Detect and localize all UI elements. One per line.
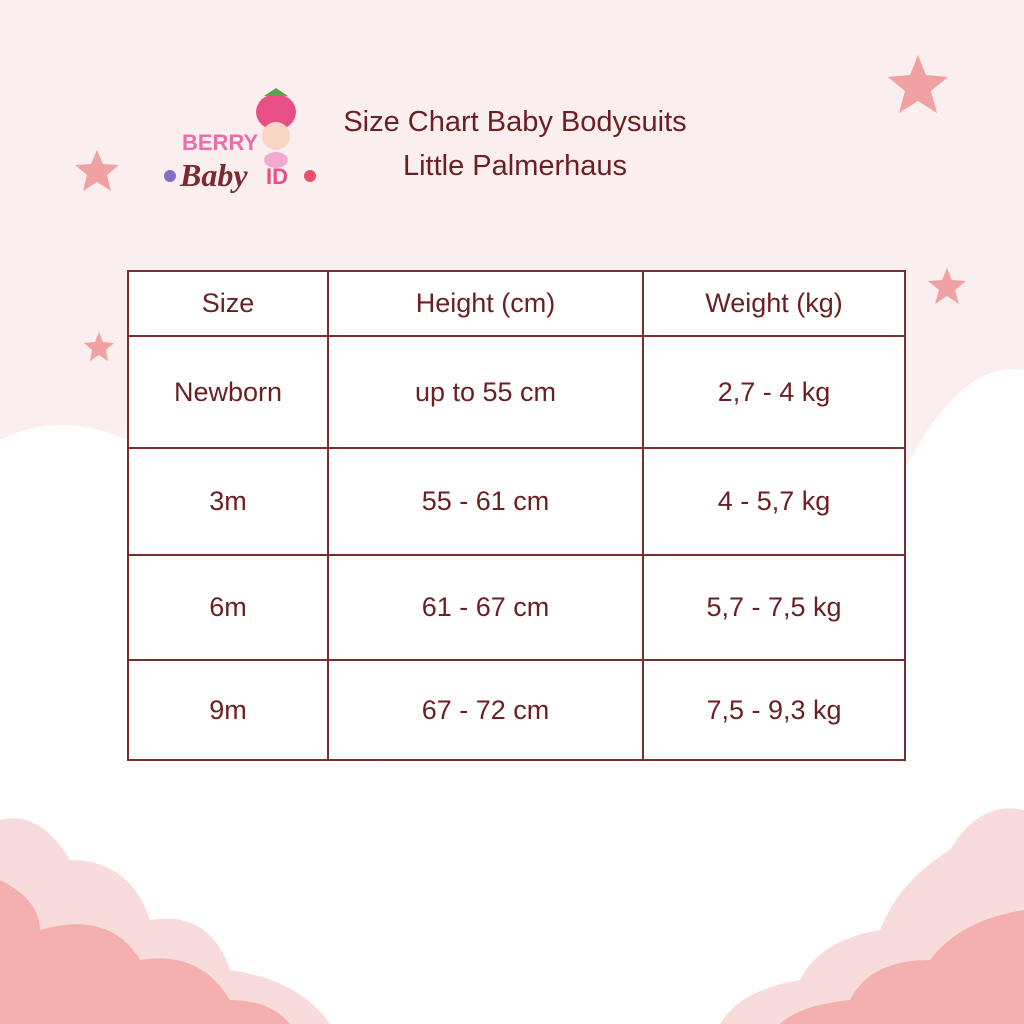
cell-size: 9m [127,659,329,761]
table-header-row: Size Height (cm) Weight (kg) [127,270,906,337]
cell-height: up to 55 cm [327,335,644,449]
cloud [905,369,1024,760]
cell-height: 61 - 67 cm [327,554,644,661]
table-row: 6m 61 - 67 cm 5,7 - 7,5 kg [127,554,906,661]
size-chart-table: Size Height (cm) Weight (kg) Newborn up … [127,270,906,761]
header-height: Height (cm) [327,270,644,337]
cell-weight: 4 - 5,7 kg [642,447,906,556]
title-line-1: Size Chart Baby Bodysuits [343,106,687,138]
cloud [780,910,1024,1024]
star-icon [75,55,966,361]
page-title: Size Chart Baby Bodysuits Little Palmerh… [300,100,730,188]
cell-weight: 2,7 - 4 kg [642,335,906,449]
cell-weight: 5,7 - 7,5 kg [642,554,906,661]
svg-text:BERRY: BERRY [182,130,259,155]
title-line-2: Little Palmerhaus [402,150,628,182]
cell-height: 55 - 61 cm [327,447,644,556]
svg-text:Baby: Baby [179,157,248,193]
brand-logo: BERRY Baby ID [164,88,316,193]
table-row: Newborn up to 55 cm 2,7 - 4 kg [127,335,906,449]
table-row: 3m 55 - 61 cm 4 - 5,7 kg [127,447,906,556]
cell-size: Newborn [127,335,329,449]
header-size: Size [127,270,329,337]
cell-height: 67 - 72 cm [327,659,644,761]
cloud [0,880,290,1024]
cloud [0,425,127,760]
header-weight: Weight (kg) [642,270,906,337]
cell-weight: 7,5 - 9,3 kg [642,659,906,761]
svg-text:ID: ID [266,164,288,189]
table-row: 9m 67 - 72 cm 7,5 - 9,3 kg [127,659,906,761]
cell-size: 3m [127,447,329,556]
cell-size: 6m [127,554,329,661]
